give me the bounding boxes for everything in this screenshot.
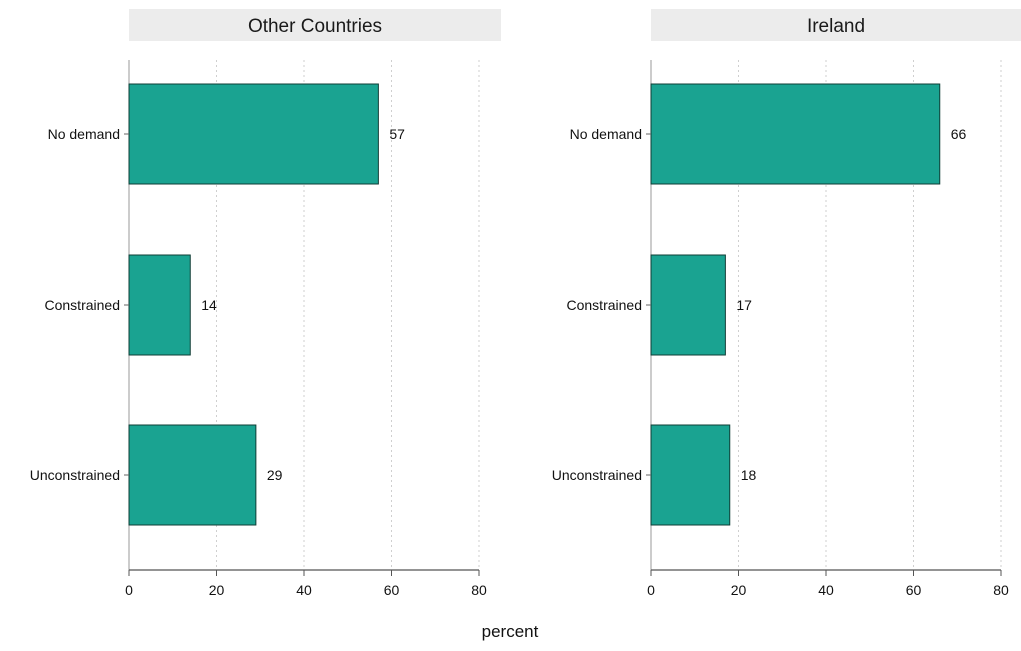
bar — [650, 254, 726, 356]
bar — [128, 254, 191, 356]
x-tick-label: 80 — [471, 582, 487, 598]
panel-header — [129, 9, 501, 41]
value-label: 17 — [736, 297, 752, 313]
panel-title: Ireland — [807, 16, 865, 37]
category-label: Constrained — [567, 297, 643, 313]
category-label: No demand — [570, 126, 642, 142]
bar — [650, 83, 941, 185]
x-tick-label: 0 — [125, 582, 133, 598]
bar — [650, 424, 731, 526]
x-tick-label: 60 — [384, 582, 400, 598]
bar — [128, 83, 379, 185]
category-label: Unconstrained — [30, 467, 120, 483]
bar — [128, 424, 257, 526]
x-tick-label: 20 — [731, 582, 747, 598]
value-label: 57 — [389, 126, 405, 142]
x-tick-label: 80 — [993, 582, 1009, 598]
x-tick-label: 20 — [209, 582, 225, 598]
x-tick-label: 60 — [906, 582, 922, 598]
value-label: 29 — [267, 467, 283, 483]
category-label: Constrained — [45, 297, 121, 313]
category-label: No demand — [48, 126, 120, 142]
category-label: Unconstrained — [552, 467, 642, 483]
value-label: 66 — [951, 126, 967, 142]
x-axis-title: percent — [482, 622, 539, 641]
panel-header — [651, 9, 1021, 41]
x-tick-label: 40 — [296, 582, 312, 598]
x-tick-label: 40 — [818, 582, 834, 598]
x-tick-label: 0 — [647, 582, 655, 598]
panel-title: Other Countries — [248, 16, 382, 37]
value-label: 18 — [741, 467, 757, 483]
value-label: 14 — [201, 297, 217, 313]
